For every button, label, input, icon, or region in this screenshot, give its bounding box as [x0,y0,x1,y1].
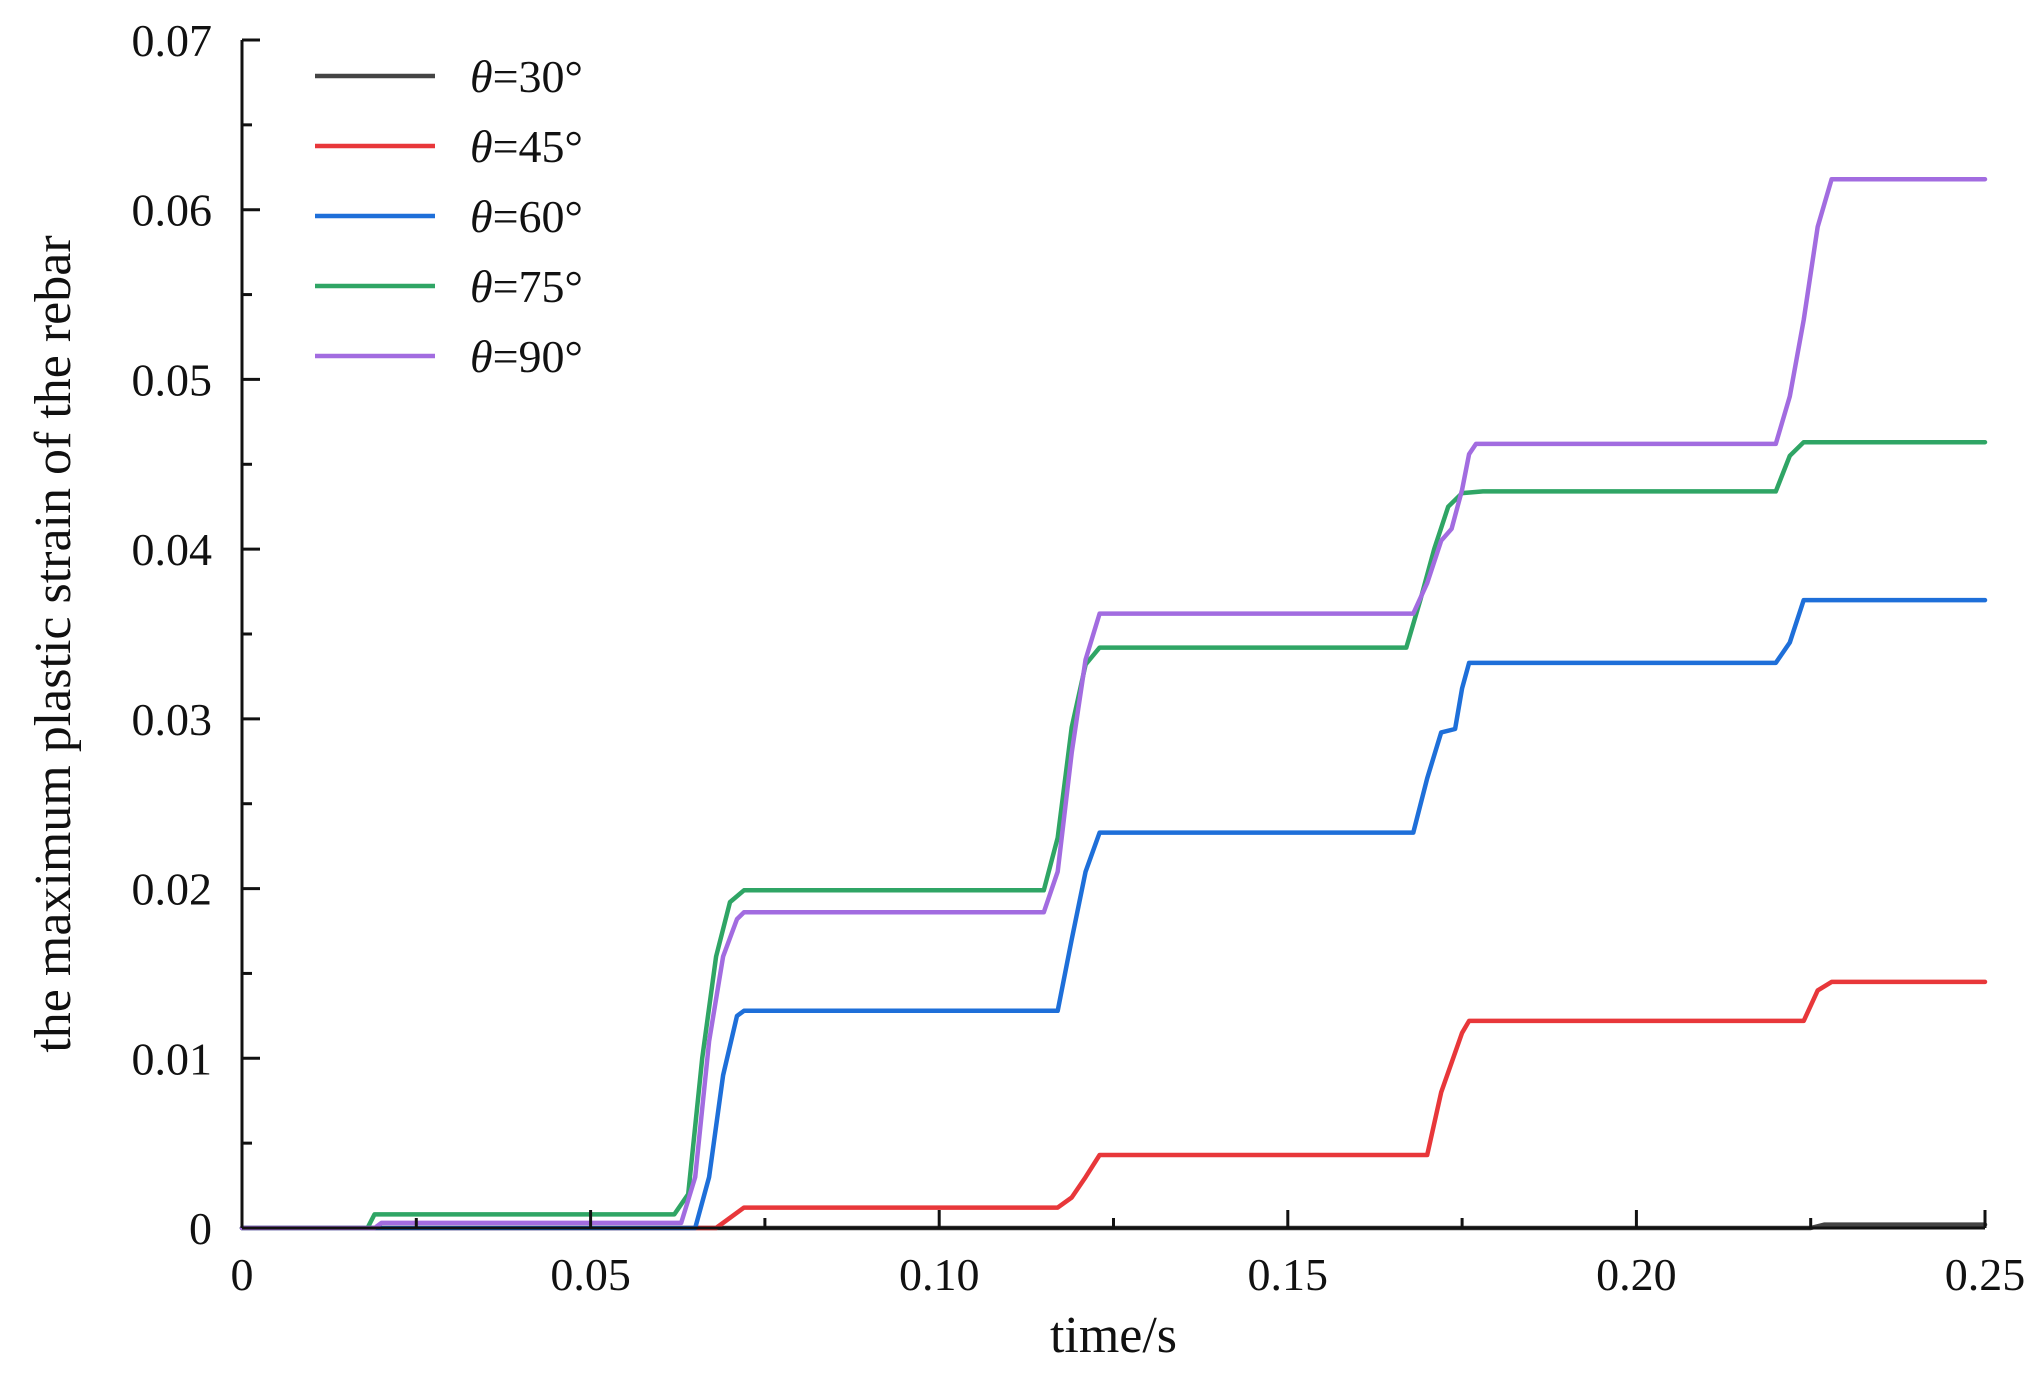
legend-label-theta-60: θ=60° [470,191,583,242]
y-tick-label: 0.02 [132,864,213,915]
y-tick-label: 0.03 [132,694,213,745]
y-tick-label: 0.06 [132,185,213,236]
y-axis-title: the maximum plastic strain of the rebar [25,235,82,1052]
y-tick-label: 0.04 [132,524,213,575]
legend-label-theta-90: θ=90° [470,331,583,382]
legend-angle-value: =30° [493,51,583,102]
legend-label-theta-75: θ=75° [470,261,583,312]
x-tick-label: 0 [231,1249,254,1300]
x-axis-title: time/s [1050,1307,1177,1364]
y-ticks: 0 0.01 0.02 0.03 0.04 0.05 0.06 0.07 [132,15,260,1254]
x-tick-label: 0.05 [550,1249,631,1300]
x-tick-label: 0.10 [899,1249,980,1300]
series-line-theta-60 [239,597,1988,1231]
series-line-theta-90 [239,176,1988,1231]
y-tick-label: 0.05 [132,354,213,405]
x-tick-label: 0.25 [1945,1249,2026,1300]
legend: θ=30°θ=45°θ=60°θ=75°θ=90° [315,51,583,382]
legend-angle-value: =75° [493,261,583,312]
legend-theta-symbol: θ [470,261,493,312]
x-tick-label: 0.20 [1596,1249,1677,1300]
legend-angle-value: =90° [493,331,583,382]
legend-theta-symbol: θ [470,331,493,382]
legend-angle-value: =45° [493,121,583,172]
y-tick-label: 0.01 [132,1033,213,1084]
legend-label-theta-30: θ=30° [470,51,583,102]
legend-label-theta-45: θ=45° [470,121,583,172]
legend-angle-value: =60° [493,191,583,242]
legend-theta-symbol: θ [470,121,493,172]
x-ticks: 0 0.05 0.10 0.15 0.20 0.25 [231,1210,2026,1300]
series-layer [239,176,1988,1231]
y-tick-label: 0 [189,1203,212,1254]
series-line-theta-45 [239,979,1988,1231]
legend-theta-symbol: θ [470,51,493,102]
x-tick-label: 0.15 [1248,1249,1329,1300]
y-tick-label: 0.07 [132,15,213,66]
legend-theta-symbol: θ [470,191,493,242]
